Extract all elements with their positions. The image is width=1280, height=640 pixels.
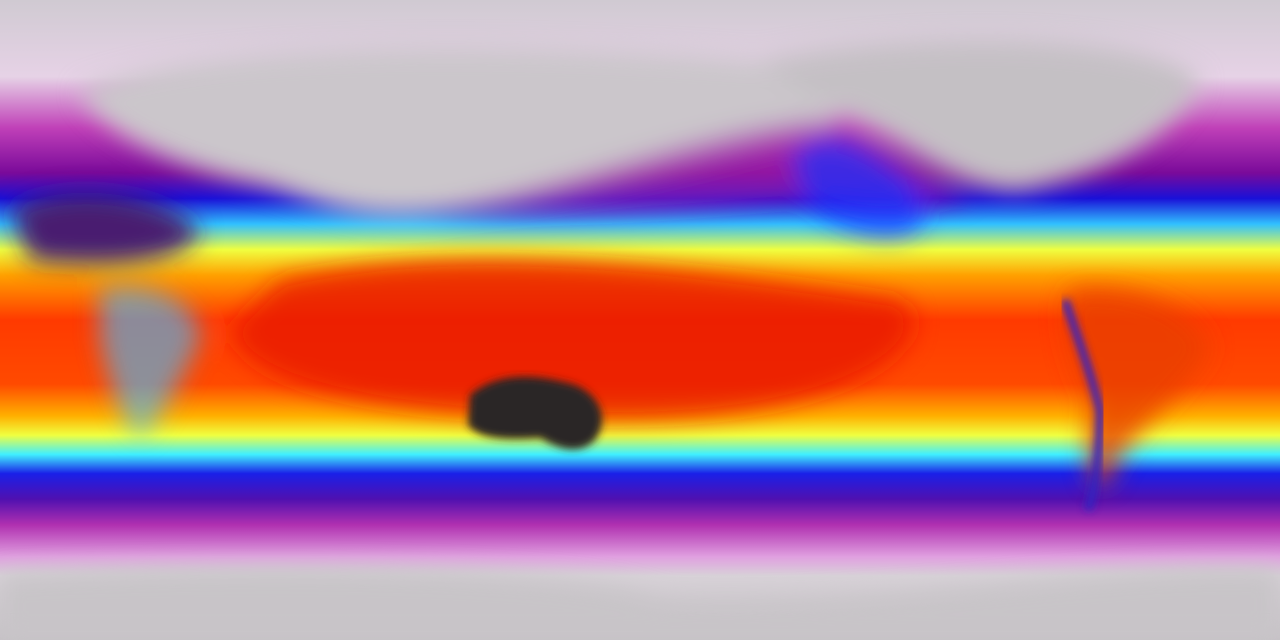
andes-ridge: [1061, 298, 1105, 512]
west-pacific-warm-pool: [230, 258, 913, 420]
eastern-pacific-blue-wedge: [790, 138, 925, 238]
north-america-landmass: [760, 39, 1200, 191]
australia-landmass: [468, 376, 603, 450]
sahara-region: [10, 192, 200, 264]
africa-landmass: [100, 287, 200, 440]
eurasia-landmass: [80, 47, 841, 216]
antarctica-landmass: [0, 568, 1280, 640]
